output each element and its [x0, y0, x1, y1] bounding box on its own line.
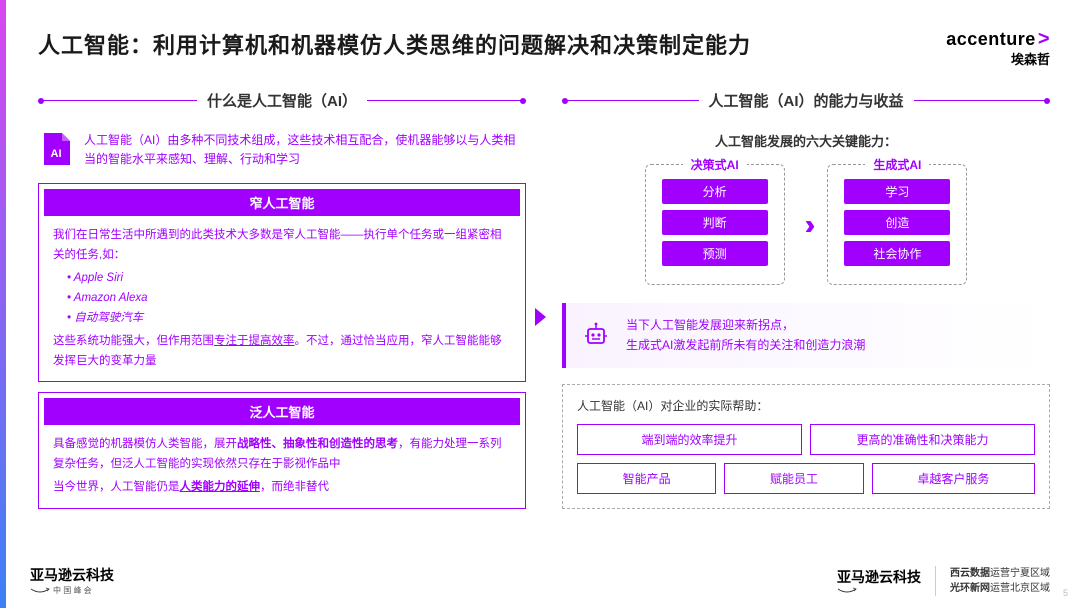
benefit-pill: 端到端的效率提升 — [577, 424, 802, 455]
narrow-ai-p1: 我们在日常生活中所遇到的此类技术大多数是窄人工智能——执行单个任务或一组紧密相关… — [53, 226, 511, 265]
narrow-ai-body: 我们在日常生活中所遇到的此类技术大多数是窄人工智能——执行单个任务或一组紧密相关… — [39, 216, 525, 381]
brand-logo: accenture> 埃森哲 — [946, 28, 1050, 68]
intro-row: AI 人工智能（AI）由多种不同技术组成，这些技术相互配合，使机器能够以与人类相… — [38, 131, 526, 169]
slide-gradient-edge — [0, 0, 6, 608]
aws-brand: 亚马逊云科技 — [30, 565, 114, 585]
list-item: Amazon Alexa — [67, 289, 511, 309]
benefit-pill: 智能产品 — [577, 463, 716, 494]
footer-operators: 西云数据运营宁夏区域 光环新网运营北京区域 — [950, 566, 1050, 596]
ai-capabilities-row: 决策式AI 分析 判断 预测 ›› 生成式AI 学习 创造 社会协作 — [562, 164, 1050, 285]
generative-ai-group: 生成式AI 学习 创造 社会协作 — [827, 164, 967, 285]
list-item: Apple Siri — [67, 269, 511, 289]
ai-file-icon: AI — [38, 131, 74, 167]
footer-divider — [935, 566, 936, 596]
aws-sub: 中 国 峰 会 — [30, 585, 114, 596]
benefits-grid: 端到端的效率提升 更高的准确性和决策能力 智能产品 赋能员工 卓越客户服务 — [577, 424, 1035, 494]
general-ai-p1: 具备感觉的机器模仿人类智能，展开战略性、抽象性和创造性的思考，有能力处理一系列复… — [53, 435, 511, 474]
header: 人工智能：利用计算机和机器模仿人类思维的问题解决和决策制定能力 accentur… — [38, 28, 1050, 68]
narrow-ai-box: 窄人工智能 我们在日常生活中所遇到的此类技术大多数是窄人工智能——执行单个任务或… — [38, 183, 526, 382]
footer-right: 亚马逊云科技 西云数据运营宁夏区域 光环新网运营北京区域 — [837, 566, 1050, 596]
narrow-ai-p2: 这些系统功能强大，但作用范围专注于提高效率。不过，通过恰当应用，窄人工智能能够发… — [53, 332, 511, 371]
capability-pill: 创造 — [844, 210, 950, 235]
page-number: 5 — [1063, 588, 1068, 598]
intro-text: 人工智能（AI）由多种不同技术组成，这些技术相互配合，使机器能够以与人类相当的智… — [84, 131, 526, 169]
capability-pill: 社会协作 — [844, 241, 950, 266]
center-divider — [534, 96, 546, 538]
capability-pill: 预测 — [662, 241, 768, 266]
robot-icon — [580, 319, 612, 351]
brand-name: accenture> — [946, 28, 1050, 51]
capability-pill: 学习 — [844, 179, 950, 204]
general-ai-body: 具备感觉的机器模仿人类智能，展开战略性、抽象性和创造性的思考，有能力处理一系列复… — [39, 425, 525, 508]
decision-ai-group: 决策式AI 分析 判断 预测 — [645, 164, 785, 285]
benefits-title: 人工智能（AI）对企业的实际帮助： — [577, 397, 1035, 414]
highlight-text: 当下人工智能发展迎来新拐点， 生成式AI激发起前所未有的关注和创造力浪潮 — [626, 315, 865, 356]
left-column: 什么是人工智能（AI） AI 人工智能（AI）由多种不同技术组成，这些技术相互配… — [38, 90, 544, 553]
left-column-header: 什么是人工智能（AI） — [38, 90, 526, 111]
general-ai-box: 泛人工智能 具备感觉的机器模仿人类智能，展开战略性、抽象性和创造性的思考，有能力… — [38, 392, 526, 509]
right-column-header: 人工智能（AI）的能力与收益 — [562, 90, 1050, 111]
footer-left-brand: 亚马逊云科技 中 国 峰 会 — [30, 565, 114, 596]
highlight-box: 当下人工智能发展迎来新拐点， 生成式AI激发起前所未有的关注和创造力浪潮 — [562, 303, 1050, 368]
benefit-pill: 更高的准确性和决策能力 — [810, 424, 1035, 455]
brand-name-cn: 埃森哲 — [946, 49, 1050, 68]
capability-pill: 分析 — [662, 179, 768, 204]
footer: 亚马逊云科技 中 国 峰 会 亚马逊云科技 西云数据运营宁夏区域 光环新网运营北… — [30, 565, 1050, 596]
page-title: 人工智能：利用计算机和机器模仿人类思维的问题解决和决策制定能力 — [38, 28, 751, 60]
benefit-pill: 卓越客户服务 — [872, 463, 1035, 494]
benefit-pill: 赋能员工 — [724, 463, 863, 494]
svg-text:AI: AI — [51, 148, 62, 160]
capability-pill: 判断 — [662, 210, 768, 235]
double-chevron-icon: ›› — [805, 209, 808, 241]
left-header-text: 什么是人工智能（AI） — [207, 90, 357, 111]
general-ai-p2: 当今世界，人工智能仍是人类能力的延伸，而绝非替代 — [53, 478, 511, 498]
right-column: 人工智能（AI）的能力与收益 人工智能发展的六大关键能力： 决策式AI 分析 判… — [544, 90, 1050, 553]
right-header-text: 人工智能（AI）的能力与收益 — [709, 90, 904, 111]
center-arrow-icon — [535, 308, 546, 326]
generative-ai-title: 生成式AI — [865, 156, 929, 173]
general-ai-title: 泛人工智能 — [44, 398, 520, 425]
narrow-ai-examples: Apple Siri Amazon Alexa 自动驾驶汽车 — [53, 269, 511, 328]
footer-right-brand: 亚马逊云科技 — [837, 567, 921, 595]
decision-ai-title: 决策式AI — [683, 156, 747, 173]
narrow-ai-title: 窄人工智能 — [44, 189, 520, 216]
capabilities-subheading: 人工智能发展的六大关键能力： — [562, 131, 1050, 150]
benefits-box: 人工智能（AI）对企业的实际帮助： 端到端的效率提升 更高的准确性和决策能力 智… — [562, 384, 1050, 509]
list-item: 自动驾驶汽车 — [67, 309, 511, 329]
